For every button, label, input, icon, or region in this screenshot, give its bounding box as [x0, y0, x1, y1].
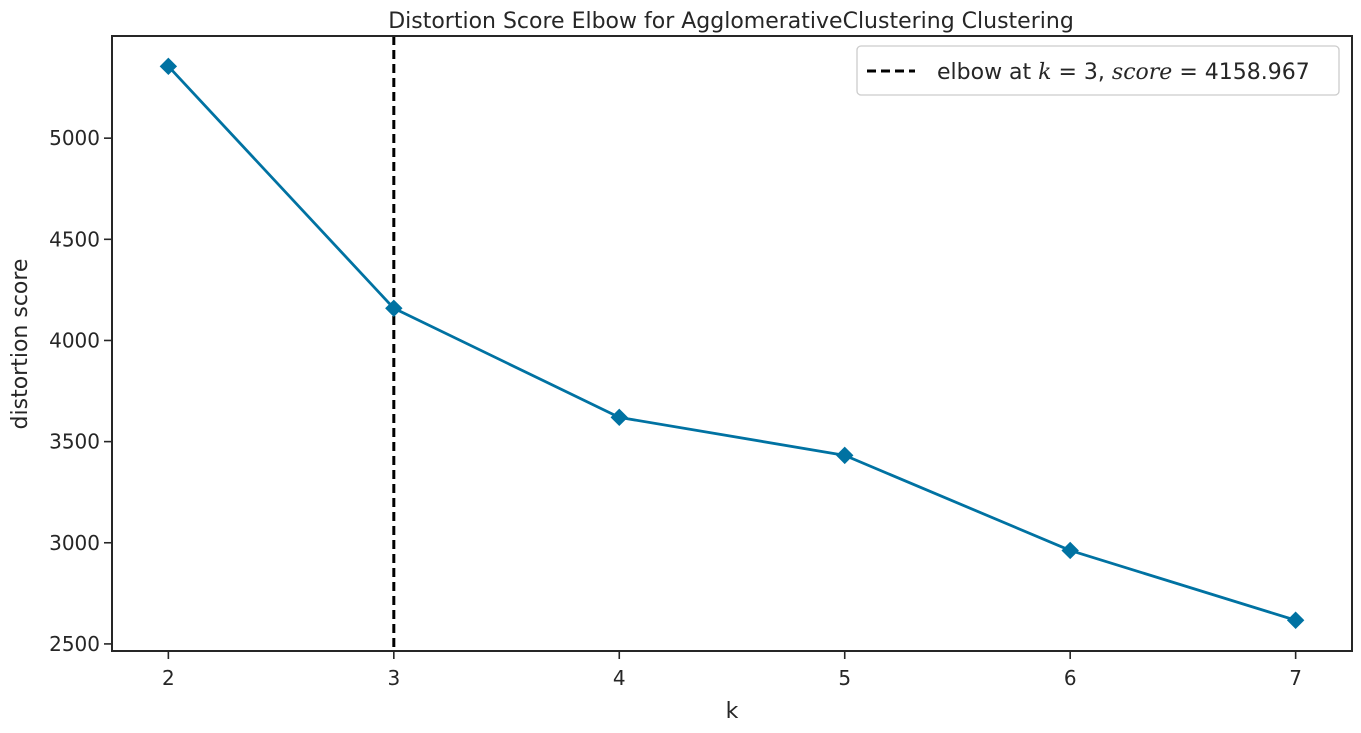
- x-tick-label: 3: [387, 666, 400, 690]
- chart-title: Distortion Score Elbow for Agglomerative…: [388, 9, 1074, 34]
- x-tick-label: 6: [1064, 666, 1077, 690]
- x-axis-label: k: [726, 699, 739, 724]
- data-point-marker: [610, 408, 628, 427]
- series-line: [167, 65, 1297, 622]
- plot-frame: [111, 35, 1353, 652]
- legend-k-value: = 3,: [1052, 60, 1112, 85]
- legend-box: [856, 45, 1340, 96]
- x-tick-label: 7: [1289, 666, 1302, 690]
- y-tick-label: 4000: [49, 328, 100, 352]
- x-tick-label: 4: [613, 666, 626, 690]
- legend-label: elbow at k = 3, score = 4158.967: [937, 60, 1310, 85]
- data-point-marker: [385, 299, 403, 318]
- x-axis: 2 3 4 5 6 7: [162, 651, 1302, 690]
- y-tick-label: 5000: [49, 126, 100, 150]
- y-tick-label: 3500: [49, 430, 100, 454]
- data-point-marker: [1286, 611, 1305, 629]
- data-point-marker: [836, 446, 854, 465]
- series-group: [159, 57, 1305, 629]
- legend-score-symbol: score: [1112, 60, 1172, 85]
- legend-k-symbol: k: [1038, 60, 1051, 85]
- y-tick-label: 2500: [49, 632, 100, 656]
- data-point-marker: [1061, 541, 1079, 560]
- data-point-marker: [159, 57, 178, 76]
- y-tick-label: 3000: [49, 531, 100, 555]
- legend-prefix: elbow at: [937, 60, 1038, 85]
- y-tick-label: 4500: [49, 227, 100, 251]
- x-tick-label: 5: [838, 666, 851, 690]
- legend: elbow at k = 3, score = 4158.967: [856, 45, 1340, 96]
- legend-score-value: = 4158.967: [1172, 60, 1309, 85]
- y-axis: 2500 3000 3500 4000 4500 5000: [49, 126, 112, 656]
- x-tick-label: 2: [162, 666, 175, 690]
- y-axis-label: distortion score: [8, 259, 33, 430]
